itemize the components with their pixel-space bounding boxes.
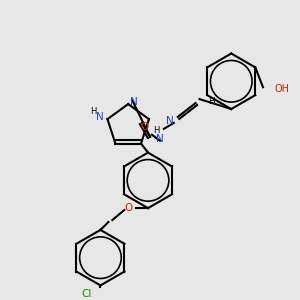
Text: N: N: [96, 112, 104, 122]
Text: O: O: [124, 203, 132, 213]
Text: N: N: [166, 116, 174, 126]
Text: OH: OH: [275, 84, 290, 94]
Text: Cl: Cl: [81, 289, 92, 299]
Text: H: H: [153, 126, 159, 135]
Text: O: O: [140, 122, 148, 132]
Text: N: N: [130, 97, 138, 107]
Text: H: H: [90, 107, 97, 116]
Text: H: H: [208, 97, 215, 106]
Text: N: N: [156, 134, 164, 144]
